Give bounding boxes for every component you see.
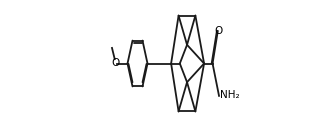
Text: O: O — [112, 59, 120, 68]
Text: O: O — [214, 26, 222, 36]
Text: NH₂: NH₂ — [220, 90, 239, 100]
